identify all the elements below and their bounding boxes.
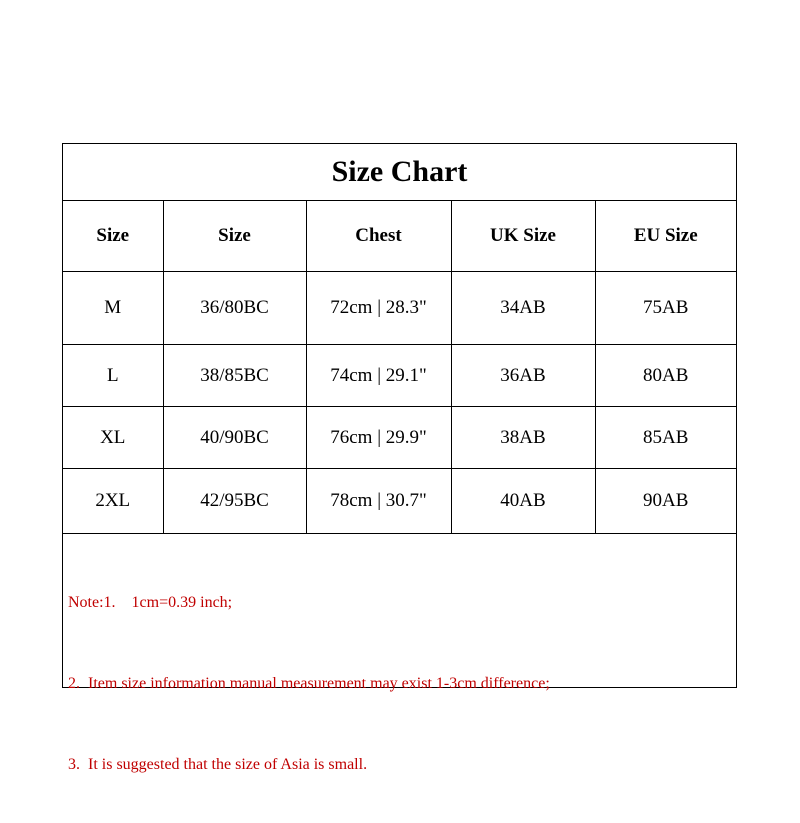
header-cell: Chest <box>305 201 452 272</box>
table-cell: 42/95BC <box>162 468 307 534</box>
table-cell: 80AB <box>594 344 736 407</box>
note-line: 2. Item size information manual measurem… <box>68 675 550 692</box>
chart-title: Size Chart <box>63 144 736 201</box>
header-cell: UK Size <box>450 201 596 272</box>
table-row: XL 40/90BC 76cm | 29.9" 38AB 85AB <box>63 406 736 469</box>
table-cell: 76cm | 29.9" <box>305 406 452 469</box>
table-cell: 74cm | 29.1" <box>305 344 452 407</box>
table-cell: M <box>63 271 164 345</box>
size-chart: Size Chart Size Size Chest UK Size EU Si… <box>62 143 737 773</box>
table-cell: 40/90BC <box>162 406 307 469</box>
table-cell: 34AB <box>450 271 596 345</box>
note-line: Note:1. 1cm=0.39 inch; <box>68 594 233 611</box>
notes-section: Note:1. 1cm=0.39 inch; 2. Item size info… <box>63 534 736 823</box>
header-cell: Size <box>63 201 164 272</box>
header-row: Size Size Chest UK Size EU Size <box>63 201 736 272</box>
table-cell: 40AB <box>450 468 596 534</box>
table-row: M 36/80BC 72cm | 28.3" 34AB 75AB <box>63 271 736 345</box>
size-table: Size Size Chest UK Size EU Size M 36/80B… <box>63 201 736 534</box>
table-cell: 36/80BC <box>162 271 307 345</box>
header-cell: Size <box>162 201 307 272</box>
table-cell: 36AB <box>450 344 596 407</box>
note-line: 3. It is suggested that the size of Asia… <box>68 756 368 773</box>
table-cell: 78cm | 30.7" <box>305 468 452 534</box>
table-cell: 72cm | 28.3" <box>305 271 452 345</box>
table-row: 2XL 42/95BC 78cm | 30.7" 40AB 90AB <box>63 468 736 534</box>
header-cell: EU Size <box>594 201 736 272</box>
table-cell: 2XL <box>63 468 164 534</box>
table-cell: XL <box>63 406 164 469</box>
table-cell: L <box>63 344 164 407</box>
table-row: L 38/85BC 74cm | 29.1" 36AB 80AB <box>63 344 736 407</box>
table-cell: 38/85BC <box>162 344 307 407</box>
table-cell: 75AB <box>594 271 736 345</box>
table-cell: 90AB <box>594 468 736 534</box>
table-cell: 38AB <box>450 406 596 469</box>
table-cell: 85AB <box>594 406 736 469</box>
